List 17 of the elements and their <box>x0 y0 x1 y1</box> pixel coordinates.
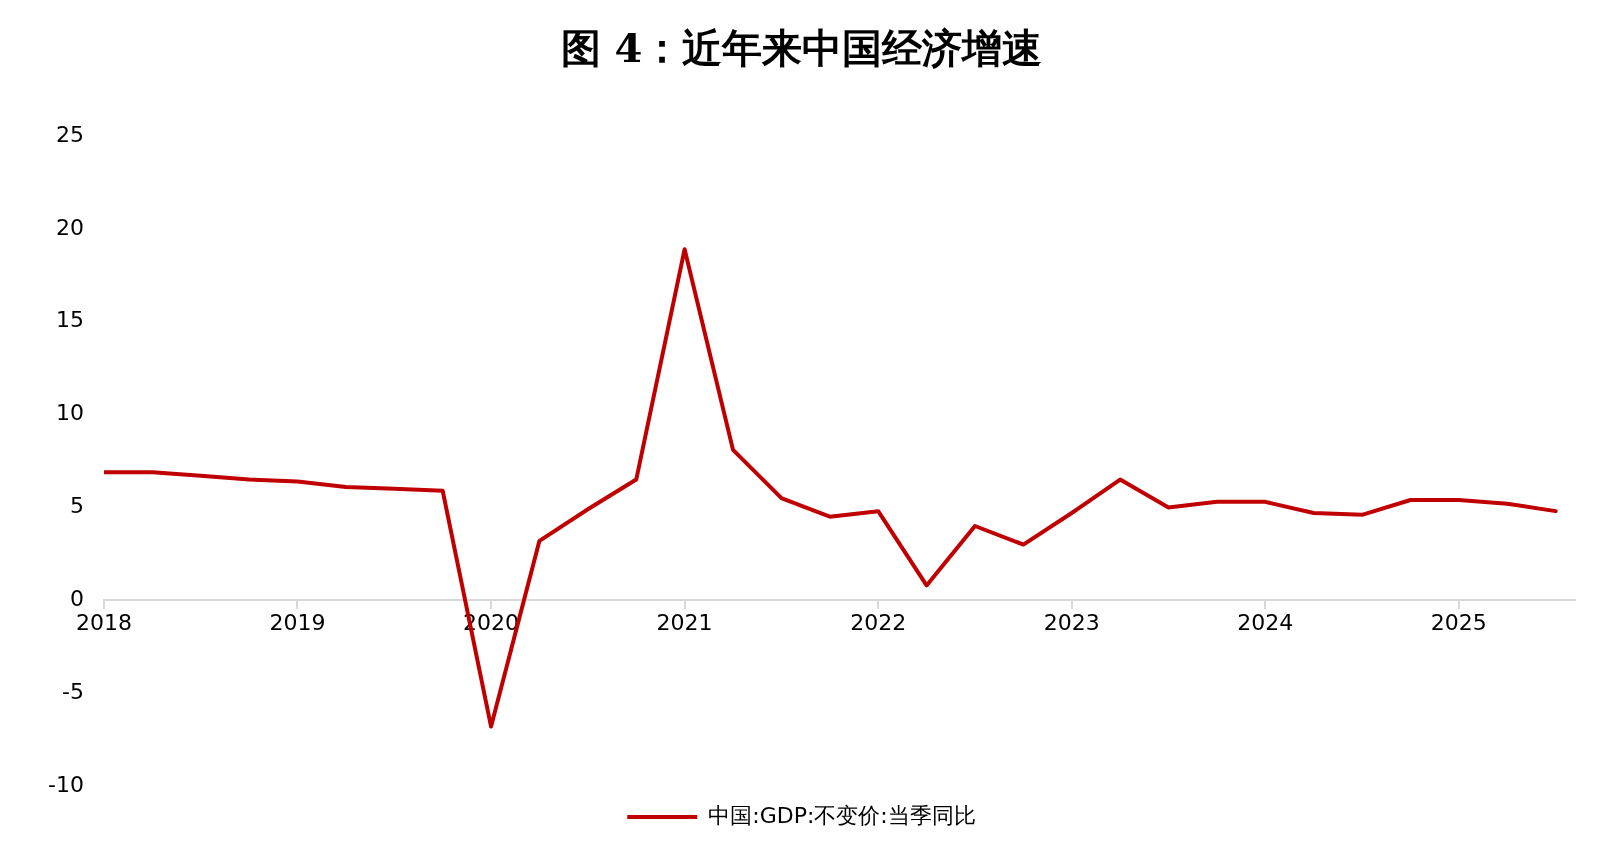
x-tick-label: 2024 <box>1237 610 1294 636</box>
x-tick-label: 2018 <box>75 610 132 636</box>
y-tick-label: -10 <box>48 771 84 797</box>
x-tick-label: 2019 <box>269 610 326 636</box>
x-tick-label: 2022 <box>850 610 907 636</box>
chart-title: 图 4：近年来中国经济增速 <box>560 24 1043 72</box>
y-tick-label: 5 <box>69 493 84 519</box>
x-tick-label: 2025 <box>1430 610 1487 636</box>
legend-label: 中国:GDP:不变价:当季同比 <box>708 802 976 828</box>
y-tick-label: 20 <box>55 214 84 240</box>
y-tick-label: 0 <box>69 586 84 611</box>
x-tick-label: 2023 <box>1043 610 1100 636</box>
y-tick-label: 15 <box>55 307 84 333</box>
y-tick-label: 10 <box>55 400 84 426</box>
y-tick-label: 25 <box>55 121 84 147</box>
x-tick-label: 2021 <box>656 610 713 636</box>
y-tick-label: -5 <box>62 678 84 704</box>
